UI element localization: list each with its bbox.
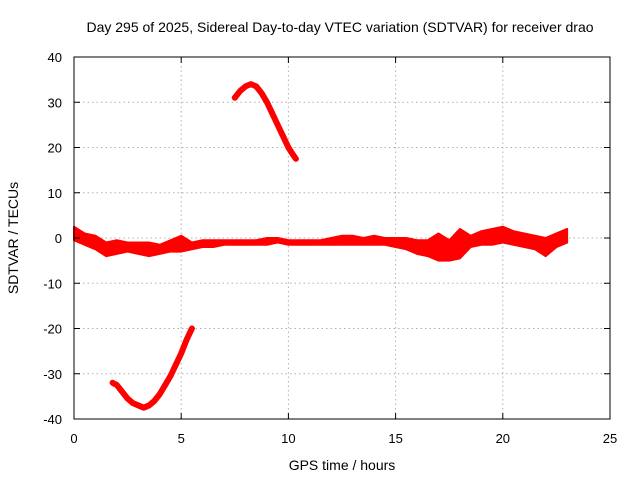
band-segment: [555, 232, 568, 244]
band-segment: [298, 239, 311, 246]
band-segment: [545, 237, 558, 248]
band-segment: [448, 239, 461, 259]
band-segment: [373, 234, 386, 246]
series-line-2: [109, 325, 195, 411]
y-tick-label: -10: [43, 276, 62, 291]
x-tick-label: 10: [281, 431, 295, 446]
y-tick-label: -40: [43, 412, 62, 427]
band-segment: [245, 239, 257, 246]
band-segment: [405, 237, 418, 255]
series-line-1: [231, 81, 299, 162]
band-segment: [234, 239, 246, 246]
data-series-group: [73, 81, 569, 411]
chart-title: Day 295 of 2025, Sidereal Day-to-day VTE…: [86, 19, 593, 35]
y-tick-label: 10: [48, 186, 62, 201]
y-tick-label: 40: [48, 50, 62, 65]
band-segment: [501, 226, 515, 246]
band-segment: [94, 235, 108, 257]
axis-ticks: 0 5 10 15 20 25 -40 -30 -20 -10 0 10 20 30 40: [43, 50, 617, 446]
band-segment: [426, 239, 440, 262]
x-tick-label: 5: [178, 431, 185, 446]
band-segment: [180, 235, 193, 250]
band-segment: [330, 237, 343, 246]
band-segment: [288, 239, 300, 246]
band-segment: [341, 234, 354, 246]
band-segment: [523, 232, 536, 250]
band-segment: [191, 241, 204, 248]
band-segment: [437, 233, 451, 261]
y-axis-label: SDTVAR / TECUs: [5, 182, 21, 294]
band-segment: [512, 230, 526, 248]
y-tick-label: -30: [43, 367, 62, 382]
band-segment: [491, 228, 504, 244]
band-segment: [309, 239, 321, 246]
band-segment: [459, 228, 472, 248]
y-tick-label: 20: [48, 141, 62, 156]
band-segment: [320, 239, 332, 246]
band-segment: [202, 239, 214, 248]
y-tick-label: 30: [48, 95, 62, 110]
band-segment: [83, 232, 97, 250]
band-segment: [223, 239, 236, 246]
band-segment: [137, 241, 150, 257]
band-segment: [116, 239, 129, 253]
band-segment: [534, 235, 547, 257]
x-tick-label: 25: [603, 431, 617, 446]
x-tick-label: 0: [70, 431, 77, 446]
band-segment: [255, 239, 268, 246]
band-segment: [73, 226, 86, 246]
band-segment: [394, 237, 408, 251]
x-tick-label: 20: [496, 431, 510, 446]
y-tick-label: 0: [55, 231, 62, 246]
band-segment: [362, 237, 375, 246]
band-segment: [480, 230, 493, 246]
x-tick-label: 15: [388, 431, 402, 446]
y-tick-label: -20: [43, 322, 62, 337]
band-segment: [277, 237, 289, 246]
x-axis-label: GPS time / hours: [289, 457, 396, 473]
band-segment: [416, 239, 429, 257]
band-segment: [126, 241, 140, 255]
band-segment: [169, 239, 182, 253]
band-detail-group: [73, 226, 568, 262]
band-segment: [469, 234, 483, 246]
band-segment: [148, 241, 161, 255]
band-segment: [212, 239, 225, 246]
band-segment: [384, 237, 397, 248]
band-segment: [352, 234, 365, 246]
band-segment: [159, 243, 172, 253]
band-segment: [266, 237, 279, 244]
band-segment: [105, 241, 118, 255]
